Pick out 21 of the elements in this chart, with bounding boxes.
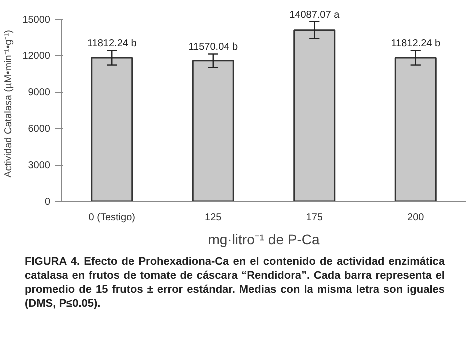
data-label: 11812.24 b [391, 38, 441, 50]
y-axis-title: Actividad Catalasa (µM•min⁻¹•g⁻¹) [4, 30, 15, 178]
data-label: 14087.07 a [290, 10, 340, 21]
x-tick-label: 175 [306, 212, 324, 224]
x-axis-title: mg·litro⁻¹ de P-Ca [208, 232, 320, 248]
x-tick-label: 0 (Testigo) [88, 212, 136, 224]
y-tick-label: 6000 [28, 124, 51, 136]
data-label: 11812.24 b [87, 38, 138, 50]
y-tick-label: 12000 [22, 51, 51, 62]
data-label: 11570.04 b [188, 42, 238, 54]
text: FIGURA 4. Efecto de Prohexadiona-Ca en el contenido de actividad enzimática catalasa en frutos de tomate de cáscara “Rendidora”. Cada barra representa el promedio de 15 frutos ± error estándar. Medias con la misma letra son iguales (DMS, P≤0.05). [25, 255, 445, 311]
x-tick-label: 200 [408, 212, 425, 224]
x-tick-label: 125 [205, 212, 222, 224]
y-tick-label: 9000 [28, 88, 51, 99]
bar [294, 30, 336, 202]
y-tick-label: 15000 [22, 14, 51, 26]
y-tick-label: 3000 [28, 160, 51, 172]
bar [394, 57, 437, 202]
bar [192, 60, 234, 202]
y-tick-label: 0 [44, 197, 51, 208]
bar [91, 57, 134, 202]
